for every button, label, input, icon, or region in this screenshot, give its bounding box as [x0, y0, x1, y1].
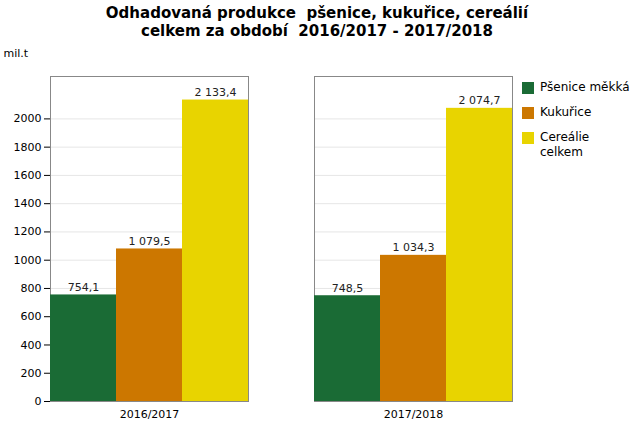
html-text:Cereálie celkem: Cereálie celkem — [540, 130, 590, 159]
svg-text:1 079,5: 1 079,5 — [129, 235, 171, 248]
svg-text:2000: 2000 — [14, 112, 42, 125]
svg-text:0: 0 — [35, 395, 42, 408]
svg-text:2 133,4: 2 133,4 — [195, 86, 237, 99]
html-text:Kukuřice: Kukuřice — [540, 105, 592, 119]
html-text:Pšenice měkká: Pšenice měkká — [540, 80, 630, 94]
svg-text:1400: 1400 — [14, 197, 42, 210]
html-text:Odhadovaná produkce pšenice, k: Odhadovaná produkce pšenice, kukuřice, c… — [105, 4, 529, 40]
svg-text:2017/2018: 2017/2018 — [384, 408, 444, 421]
svg-text:200: 200 — [21, 367, 42, 380]
svg-text:2 074,7: 2 074,7 — [459, 94, 501, 107]
svg-text:748,5: 748,5 — [332, 282, 364, 295]
svg-text:1600: 1600 — [14, 169, 42, 182]
svg-text:2016/2017: 2016/2017 — [120, 408, 180, 421]
svg-text:400: 400 — [21, 338, 42, 351]
svg-text:800: 800 — [21, 282, 42, 295]
svg-text:mil.t: mil.t — [4, 47, 29, 60]
svg-text:1000: 1000 — [14, 254, 42, 267]
svg-text:600: 600 — [21, 310, 42, 323]
svg-text:1800: 1800 — [14, 141, 42, 154]
svg-text:1 034,3: 1 034,3 — [393, 241, 435, 254]
svg-text:1200: 1200 — [14, 225, 42, 238]
svg-text:754,1: 754,1 — [68, 281, 100, 294]
